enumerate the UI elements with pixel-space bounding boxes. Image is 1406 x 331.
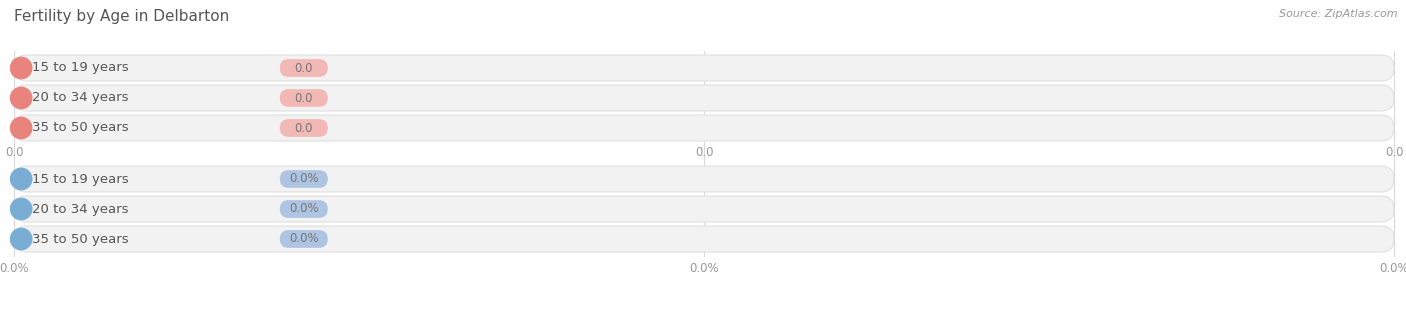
Text: 35 to 50 years: 35 to 50 years [31, 121, 128, 134]
Text: 0.0%: 0.0% [290, 172, 319, 185]
Text: 0.0: 0.0 [294, 91, 314, 105]
FancyBboxPatch shape [280, 230, 328, 248]
Text: 0.0: 0.0 [294, 62, 314, 74]
FancyBboxPatch shape [280, 170, 328, 188]
Circle shape [10, 168, 32, 190]
Circle shape [10, 228, 32, 250]
Text: Fertility by Age in Delbarton: Fertility by Age in Delbarton [14, 9, 229, 24]
FancyBboxPatch shape [14, 226, 1393, 252]
Text: 0.0: 0.0 [4, 147, 24, 160]
FancyBboxPatch shape [280, 200, 328, 218]
FancyBboxPatch shape [14, 85, 1393, 111]
FancyBboxPatch shape [280, 119, 328, 137]
Circle shape [10, 118, 32, 139]
Text: 20 to 34 years: 20 to 34 years [31, 203, 128, 215]
Text: 0.0%: 0.0% [1379, 262, 1406, 275]
Text: 15 to 19 years: 15 to 19 years [31, 62, 128, 74]
Text: 0.0: 0.0 [695, 147, 713, 160]
FancyBboxPatch shape [14, 196, 1393, 222]
FancyBboxPatch shape [280, 89, 328, 107]
Text: 20 to 34 years: 20 to 34 years [31, 91, 128, 105]
Text: 0.0%: 0.0% [0, 262, 28, 275]
Text: 35 to 50 years: 35 to 50 years [31, 232, 128, 246]
Text: 15 to 19 years: 15 to 19 years [31, 172, 128, 185]
FancyBboxPatch shape [14, 115, 1393, 141]
Circle shape [10, 198, 32, 220]
FancyBboxPatch shape [14, 55, 1393, 81]
Text: 0.0%: 0.0% [689, 262, 718, 275]
Circle shape [10, 57, 32, 79]
FancyBboxPatch shape [14, 166, 1393, 192]
Text: 0.0%: 0.0% [290, 203, 319, 215]
Text: 0.0: 0.0 [1385, 147, 1403, 160]
Text: Source: ZipAtlas.com: Source: ZipAtlas.com [1279, 9, 1398, 19]
Circle shape [10, 87, 32, 109]
FancyBboxPatch shape [280, 59, 328, 77]
Text: 0.0: 0.0 [294, 121, 314, 134]
Text: 0.0%: 0.0% [290, 232, 319, 246]
